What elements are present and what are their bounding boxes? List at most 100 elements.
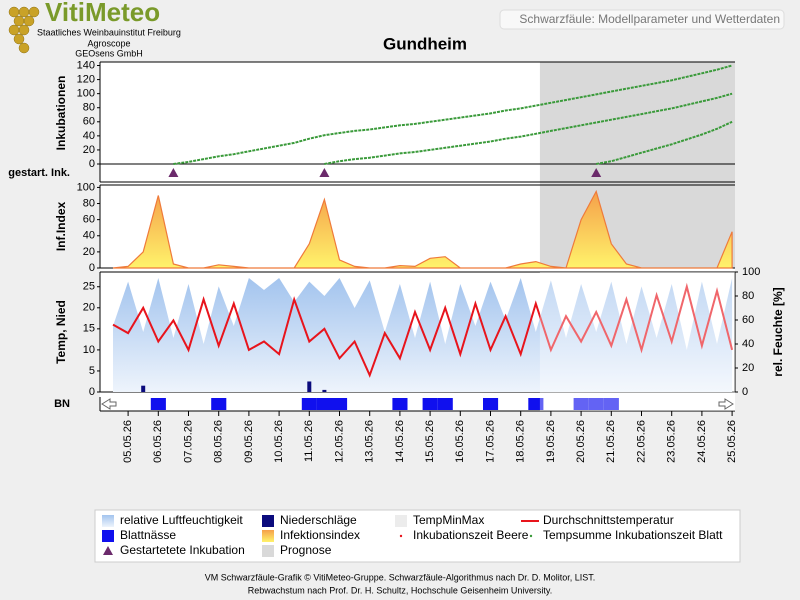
y2-tick-label: 40 — [742, 338, 754, 350]
leaf-wetness — [588, 398, 604, 410]
y-tick-label: 25 — [83, 281, 95, 293]
leaf-wetness — [211, 398, 227, 410]
chart-title: Gundheim — [383, 34, 467, 53]
leaf-wetness — [316, 398, 332, 410]
y-tick-label: 20 — [83, 246, 95, 258]
legend-swatch — [262, 515, 274, 527]
y-tick-label: 140 — [77, 59, 95, 71]
subtitle-box — [499, 9, 785, 30]
area — [113, 278, 733, 392]
x-tick-label: 20.05.26 — [575, 420, 587, 463]
legend-label: relative Luftfeuchtigkeit — [120, 513, 243, 527]
y-tick-label: 120 — [77, 73, 95, 85]
leaf-wetness — [181, 398, 196, 410]
leaf-wetness — [347, 398, 362, 410]
y-tick-label: 20 — [83, 144, 95, 156]
legend-swatch — [399, 534, 403, 538]
y-tick-label: 100 — [77, 88, 95, 100]
leaf-wetness — [272, 398, 287, 410]
incubation-start — [168, 168, 179, 177]
line — [112, 282, 734, 378]
leaf-wetness — [422, 398, 438, 410]
leaf-wetness — [362, 398, 377, 410]
incubation-line — [173, 64, 733, 165]
y-tick-label: 100 — [77, 181, 95, 193]
legend-swatch — [102, 515, 114, 527]
y-tick-label: 20 — [83, 302, 95, 314]
leaf-wetness — [301, 398, 317, 410]
y-tick-label: 60 — [83, 116, 95, 128]
x-tick-label: 05.05.26 — [122, 420, 134, 463]
legend-swatch — [103, 546, 113, 555]
y2-tick-label: 60 — [742, 314, 754, 326]
x-tick-label: 18.05.26 — [515, 420, 527, 463]
y-tick-label: 0 — [89, 386, 95, 398]
x-tick-label: 19.05.26 — [545, 420, 557, 463]
row-label: gestart. Ink. — [8, 167, 70, 179]
leaf-wetness — [573, 398, 589, 410]
leaf-wetness — [121, 398, 136, 410]
legend-swatch — [262, 530, 274, 542]
bar — [322, 389, 327, 392]
x-tick-label: 23.05.26 — [666, 420, 678, 463]
bn-arrows — [101, 398, 734, 410]
bar — [307, 381, 312, 392]
leaf-wetness — [528, 398, 544, 410]
x-tick-label: 08.05.26 — [213, 420, 225, 463]
org: Staatliches Weinbauinstitut Freiburg — [37, 27, 181, 37]
x-tick-label: 13.05.26 — [364, 420, 376, 463]
incubation-start — [591, 168, 602, 177]
y-tick-label: 0 — [89, 158, 95, 170]
y-tick-label: 40 — [83, 230, 95, 242]
x-tick-label: 21.05.26 — [605, 420, 617, 463]
area — [112, 189, 733, 269]
legend-swatch — [395, 515, 407, 527]
y2-tick-label: 100 — [742, 266, 760, 278]
y2-tick-label: 80 — [742, 290, 754, 302]
y-tick-label: 80 — [83, 102, 95, 114]
x-tick-label: 14.05.26 — [394, 420, 406, 463]
x-tick-label: 16.05.26 — [454, 420, 466, 463]
y-tick-label: 0 — [89, 262, 95, 274]
org: Agroscope — [87, 38, 130, 48]
x-tick-label: 11.05.26 — [303, 420, 315, 462]
x-tick-label: 09.05.26 — [243, 420, 255, 463]
y-axis-label: Inkubationen — [54, 76, 68, 151]
legend-label: Gestartetete Inkubation — [120, 543, 245, 557]
legend-label: Inkubationszeit Beere — [413, 528, 529, 542]
y-axis-label: Inf.Index — [54, 202, 68, 252]
legend-label: Niederschläge — [280, 513, 357, 527]
legend-swatch — [102, 530, 114, 542]
leaf-wetness — [453, 398, 468, 410]
leaf-wetness — [241, 398, 256, 410]
x-tick-label: 25.05.26 — [726, 420, 738, 463]
x-tick-label: 17.05.26 — [484, 420, 496, 463]
leaf-wetness — [287, 398, 302, 410]
leaf-wetness — [408, 398, 423, 410]
x-tick-label: 12.05.26 — [333, 420, 345, 463]
y-tick-label: 80 — [83, 197, 95, 209]
leaf-wetness — [136, 398, 151, 410]
y-tick-label: 15 — [83, 323, 95, 335]
y-tick-label: 10 — [83, 344, 95, 356]
legend-label: Tempsumme Inkubationszeit Blatt — [543, 528, 723, 542]
logo: VitiMeteo — [45, 0, 160, 27]
incubation-line — [324, 92, 733, 165]
legend-label: TempMinMax — [413, 513, 484, 527]
x-tick-label: 06.05.26 — [152, 420, 164, 463]
legend-label: Infektionsindex — [280, 528, 360, 542]
y2-axis-label: rel. Feuchte [%] — [771, 287, 785, 376]
subtitle: Schwarzfäule: Modellparameter und Wetter… — [519, 12, 780, 26]
leaf-wetness — [603, 398, 619, 410]
bar — [141, 385, 146, 392]
y-tick-label: 60 — [83, 214, 95, 226]
row-label: BN — [54, 398, 70, 410]
forecast-region — [539, 62, 735, 268]
legend-label: Durchschnittstemperatur — [543, 513, 674, 527]
y-tick-label: 5 — [89, 365, 95, 377]
leaf-wetness — [392, 398, 408, 410]
x-tick-label: 10.05.26 — [273, 420, 285, 463]
legend-box — [94, 509, 741, 563]
x-tick-label: 24.05.26 — [696, 420, 708, 463]
